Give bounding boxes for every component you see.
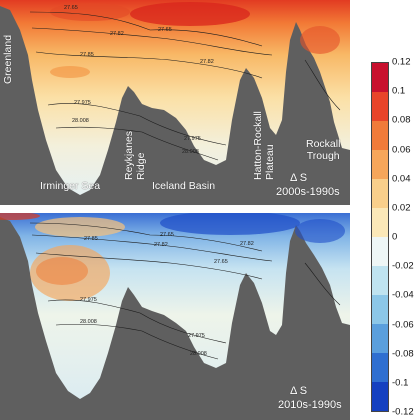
anomaly-patch [50, 66, 90, 78]
contour-label: 27.975 [74, 100, 91, 106]
section-panel-2010s: 27.65 27.82 27.85 27.82 27.65 27.975 28.… [0, 213, 350, 420]
contour-labels: 27.65 27.65 27.82 27.85 27.82 27.975 28.… [64, 5, 214, 155]
colorbar-segment [372, 324, 388, 353]
isopycnal-contours [29, 11, 341, 161]
label-reykjanes-ridge: Reykjanes Ridge [123, 130, 147, 180]
section-plot-2000s: 27.65 27.65 27.82 27.85 27.82 27.975 28.… [0, 0, 350, 205]
colorbar-tick-label: -0.08 [392, 348, 414, 360]
colorbar-segment [372, 150, 388, 179]
anomaly-patch [36, 257, 88, 285]
colorbar-segment [372, 382, 388, 411]
colorbar-segment [372, 92, 388, 121]
period-label: 2010s-1990s [278, 399, 342, 411]
anomaly-patch [130, 2, 250, 26]
contour-label: 27.975 [184, 136, 201, 142]
contour-label: 27.82 [200, 59, 214, 65]
contour-label: 28.008 [80, 319, 97, 325]
isopycnal-contours [29, 222, 341, 360]
contour-label: 28.008 [190, 351, 207, 357]
contour-label: 27.82 [240, 241, 254, 247]
label-irminger-sea: Irminger Sea [40, 180, 101, 192]
contour-label: 27.65 [214, 259, 228, 265]
section-plot-2010s: 27.65 27.82 27.85 27.82 27.65 27.975 28.… [0, 213, 350, 420]
colorbar-tick-label: -0.1 [392, 377, 409, 389]
contour-label: 28.008 [182, 149, 199, 155]
delta-s-label: Δ S [290, 385, 308, 397]
anomaly-patch [160, 213, 300, 235]
delta-s-label: Δ S [290, 172, 308, 184]
colorbar-segment [372, 295, 388, 324]
colorbar-tick-label: 0 [392, 231, 398, 243]
anomaly-patch [0, 213, 40, 220]
colorbar-tick-label: -0.12 [392, 406, 414, 418]
colorbar-tick-label: 0.12 [392, 56, 411, 68]
colorbar-tick-label: -0.06 [392, 319, 414, 330]
contour-label: 27.975 [80, 297, 97, 303]
colorbar-tick-label: -0.04 [392, 289, 414, 301]
label-hatton-rockall-plateau: Hatton-Rockall Plateau [252, 111, 276, 180]
colorbar-tick-label: 0.04 [392, 173, 411, 185]
colorbar-segment [372, 121, 388, 150]
colorbar-tick-label: 0.06 [392, 144, 411, 155]
contour-label: 27.65 [158, 27, 172, 33]
contour-label: 28.008 [72, 118, 89, 124]
anomaly-patch [35, 217, 125, 237]
contour-label: 27.65 [64, 5, 78, 11]
contour-label: 27.85 [84, 236, 98, 242]
colorbar-tick-label: -0.02 [392, 260, 414, 272]
colorbar-segment [372, 179, 388, 208]
anomaly-patch [50, 3, 130, 21]
colorbar-segment [372, 353, 388, 382]
label-greenland: Greenland [2, 34, 14, 84]
anomaly-patch [300, 26, 340, 54]
section-panel-2000s: 27.65 27.65 27.82 27.85 27.82 27.975 28.… [0, 0, 350, 205]
contour-label: 27.85 [80, 52, 94, 58]
colorbar-segment [372, 208, 388, 237]
period-label: 2000s-1990s [276, 186, 340, 198]
label-rockall-trough: Rockall Trough [306, 138, 341, 162]
label-iceland-basin: Iceland Basin [152, 180, 216, 192]
contour-label: 27.82 [110, 31, 124, 37]
contour-labels: 27.65 27.82 27.85 27.82 27.65 27.975 28.… [80, 232, 254, 357]
anomaly-patch [295, 219, 345, 243]
colorbar-tick-label: 0.08 [392, 114, 411, 126]
colorbar-tick-label: 0.1 [392, 85, 406, 97]
colorbar-segment [372, 266, 388, 295]
colorbar [371, 62, 389, 412]
contour-label: 27.975 [188, 333, 205, 339]
colorbar-segment [372, 237, 388, 266]
colorbar-tick-label: 0.02 [392, 202, 411, 214]
colorbar-segment [372, 63, 388, 92]
contour-label: 27.82 [154, 242, 168, 248]
contour-label: 27.65 [160, 232, 174, 238]
water-section [0, 0, 350, 195]
